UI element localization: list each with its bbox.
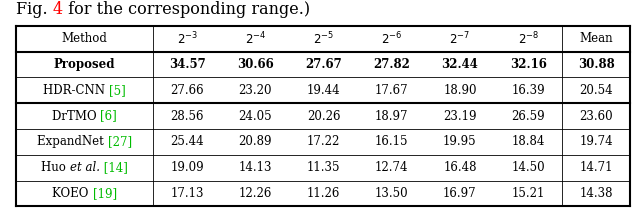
- Text: 30.88: 30.88: [578, 58, 614, 71]
- Text: 32.44: 32.44: [442, 58, 478, 71]
- Text: [14]: [14]: [100, 161, 128, 174]
- Text: 14.71: 14.71: [580, 161, 613, 174]
- Text: 14.13: 14.13: [239, 161, 272, 174]
- Text: 17.13: 17.13: [170, 187, 204, 200]
- Text: $2^{-6}$: $2^{-6}$: [381, 30, 403, 47]
- Text: 4: 4: [52, 1, 63, 18]
- Text: 18.90: 18.90: [443, 84, 477, 97]
- Text: $2^{-5}$: $2^{-5}$: [313, 30, 334, 47]
- Text: KOEO: KOEO: [52, 187, 93, 200]
- Text: 16.48: 16.48: [443, 161, 477, 174]
- Text: 15.21: 15.21: [511, 187, 545, 200]
- Text: 19.95: 19.95: [443, 135, 477, 148]
- Text: 19.44: 19.44: [307, 84, 340, 97]
- Text: [19]: [19]: [93, 187, 116, 200]
- Text: 18.84: 18.84: [511, 135, 545, 148]
- Text: Method: Method: [61, 32, 108, 45]
- Text: 20.54: 20.54: [579, 84, 613, 97]
- Text: 27.67: 27.67: [305, 58, 342, 71]
- Text: [6]: [6]: [100, 110, 117, 123]
- Text: Huo: Huo: [42, 161, 70, 174]
- Text: 14.50: 14.50: [511, 161, 545, 174]
- Text: HDR-CNN: HDR-CNN: [44, 84, 109, 97]
- Text: 13.50: 13.50: [375, 187, 408, 200]
- Text: $2^{-7}$: $2^{-7}$: [449, 30, 470, 47]
- Text: $2^{-8}$: $2^{-8}$: [518, 30, 539, 47]
- Text: $2^{-4}$: $2^{-4}$: [244, 30, 266, 47]
- Text: 30.66: 30.66: [237, 58, 274, 71]
- Text: 25.44: 25.44: [170, 135, 204, 148]
- Text: Fig.: Fig.: [16, 1, 52, 18]
- Text: 24.05: 24.05: [239, 110, 272, 123]
- Text: 23.20: 23.20: [239, 84, 272, 97]
- Text: 17.22: 17.22: [307, 135, 340, 148]
- Text: 16.97: 16.97: [443, 187, 477, 200]
- Text: 16.39: 16.39: [511, 84, 545, 97]
- Text: [5]: [5]: [109, 84, 126, 97]
- Text: Mean: Mean: [579, 32, 613, 45]
- Text: DrTMO: DrTMO: [52, 110, 100, 123]
- Text: 23.60: 23.60: [579, 110, 613, 123]
- Text: 27.82: 27.82: [373, 58, 410, 71]
- Text: 12.74: 12.74: [375, 161, 408, 174]
- Text: for the corresponding range.): for the corresponding range.): [63, 1, 310, 18]
- Text: [27]: [27]: [108, 135, 132, 148]
- Text: 11.26: 11.26: [307, 187, 340, 200]
- Text: 26.59: 26.59: [511, 110, 545, 123]
- Text: 19.74: 19.74: [579, 135, 613, 148]
- Text: 27.66: 27.66: [170, 84, 204, 97]
- Text: Proposed: Proposed: [54, 58, 115, 71]
- Text: et al.: et al.: [70, 161, 100, 174]
- Text: 20.89: 20.89: [239, 135, 272, 148]
- Text: 17.67: 17.67: [375, 84, 408, 97]
- Text: 23.19: 23.19: [443, 110, 477, 123]
- Text: 11.35: 11.35: [307, 161, 340, 174]
- Text: $2^{-3}$: $2^{-3}$: [177, 30, 198, 47]
- Text: 18.97: 18.97: [375, 110, 408, 123]
- Text: 16.15: 16.15: [375, 135, 408, 148]
- Text: 34.57: 34.57: [169, 58, 205, 71]
- Text: 12.26: 12.26: [239, 187, 272, 200]
- Text: ExpandNet: ExpandNet: [37, 135, 108, 148]
- Text: 14.38: 14.38: [580, 187, 613, 200]
- Text: 32.16: 32.16: [509, 58, 547, 71]
- Text: 28.56: 28.56: [170, 110, 204, 123]
- Text: 19.09: 19.09: [170, 161, 204, 174]
- Text: 20.26: 20.26: [307, 110, 340, 123]
